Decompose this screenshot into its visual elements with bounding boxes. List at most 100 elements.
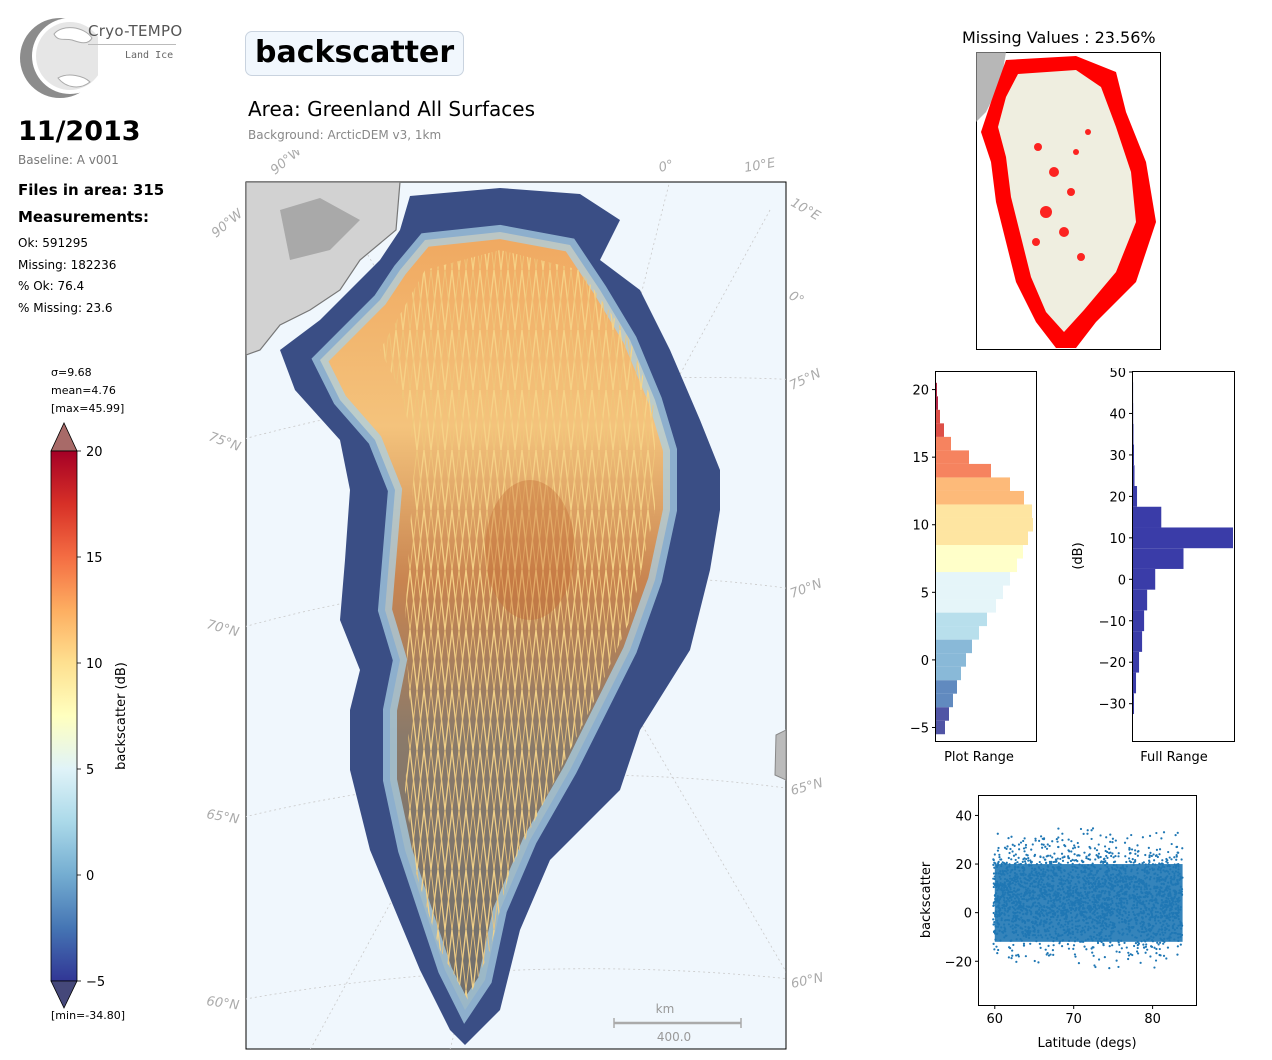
scatter-point xyxy=(1017,843,1021,846)
measurements-title: Measurements: xyxy=(18,208,149,226)
hist2-bar xyxy=(1133,693,1135,715)
scatter-ticks: 60 70 80 −20 0 20 40 xyxy=(945,809,1161,1027)
scatter-point xyxy=(1057,862,1060,865)
scatter-point xyxy=(1083,851,1086,854)
hist1-bar xyxy=(936,504,1032,518)
scale-bar: km 400.0 xyxy=(613,1002,742,1044)
scatter-xtick-label: 60 xyxy=(987,1012,1004,1027)
scatter-ytick-label: 40 xyxy=(955,809,972,824)
scatter-point xyxy=(1102,944,1105,947)
scatter-point xyxy=(1053,852,1056,855)
scatter-point xyxy=(1141,836,1144,839)
scatter-point xyxy=(1161,859,1164,862)
scatter-point xyxy=(1155,831,1158,835)
scatter-point xyxy=(1094,965,1097,969)
colorbar-extend-bottom xyxy=(50,980,78,1009)
colorbar-tick-label: 5 xyxy=(86,763,94,778)
scatter-point xyxy=(1012,943,1015,947)
scatter-dense-band xyxy=(994,864,1183,942)
hist2-bar xyxy=(1133,568,1156,590)
scatter-point xyxy=(1109,833,1112,836)
scatter-point xyxy=(1106,856,1109,860)
parameter-title: backscatter xyxy=(245,31,465,76)
lon-label-0-right: 0° xyxy=(786,288,806,308)
hist2-bar xyxy=(1133,610,1145,632)
date-title: 11/2013 xyxy=(18,116,141,147)
hist1-bar xyxy=(936,612,987,627)
scatter-point xyxy=(1038,839,1041,843)
scatter-point xyxy=(1111,837,1115,840)
scatter-point xyxy=(1144,945,1148,948)
scatter-point xyxy=(1077,962,1081,965)
scatter-point xyxy=(997,948,1000,952)
central-high-backscatter xyxy=(485,480,575,620)
scatter-point xyxy=(1175,853,1178,857)
scatter-point xyxy=(1117,941,1120,944)
hist2-bar xyxy=(1133,486,1138,507)
hist2-bar xyxy=(1133,527,1233,549)
scatter-point xyxy=(1091,951,1094,954)
scatter-point xyxy=(1148,854,1151,857)
scatter-point xyxy=(1112,856,1115,859)
scatter-point xyxy=(1086,832,1089,835)
lat-label-left-70: 70°N xyxy=(205,617,241,640)
hist1-bars xyxy=(936,382,1033,735)
scatter-point xyxy=(1061,859,1065,862)
scatter-point xyxy=(1130,833,1133,837)
scatter-point xyxy=(1044,948,1047,951)
scatter-point xyxy=(1068,850,1071,853)
scatter-point xyxy=(1104,849,1107,853)
scatter-point xyxy=(1168,856,1171,859)
scatter-point xyxy=(1070,850,1073,853)
colorbar-tick-label: 20 xyxy=(86,445,103,460)
lon-label-10e-right: 10°E xyxy=(788,195,823,224)
scatter-point xyxy=(1156,855,1159,859)
scatter-point xyxy=(1045,847,1049,850)
hist2-tick-label: 40 xyxy=(1109,407,1126,422)
scatter-point xyxy=(1056,857,1059,860)
scatter-point xyxy=(1066,861,1070,864)
hist2-tick-label: 50 xyxy=(1109,368,1126,381)
scatter-point xyxy=(1042,843,1045,846)
lon-label-90w-top: 90°W xyxy=(268,150,306,178)
scatter-point xyxy=(1136,946,1139,950)
scatter-point xyxy=(1064,845,1067,848)
colorbar-label: backscatter (dB) xyxy=(114,662,129,770)
scatter-point xyxy=(1115,846,1118,849)
scatter-point xyxy=(1052,860,1055,864)
scatter-xtick-label: 80 xyxy=(1144,1012,1161,1027)
scatter-point xyxy=(1141,862,1144,865)
scatter-point xyxy=(1017,856,1020,859)
scatter-point xyxy=(1024,955,1027,958)
scatter-point xyxy=(1125,860,1128,864)
area-title: Area: Greenland All Surfaces xyxy=(248,97,535,121)
canada-relief xyxy=(280,198,360,260)
scatter-point xyxy=(1096,941,1100,945)
scatter-point xyxy=(1010,858,1013,861)
scatter-point xyxy=(1051,856,1054,859)
scatter-point xyxy=(1090,947,1093,950)
lon-label-90w-left: 90°W xyxy=(209,206,247,241)
scatter-point xyxy=(1103,956,1106,959)
scatter-point xyxy=(1128,846,1131,850)
scatter-point xyxy=(1128,852,1132,855)
scatter-point xyxy=(1007,856,1010,860)
scatter-point xyxy=(1134,941,1138,945)
scatter-point xyxy=(1005,861,1008,864)
scatter-point xyxy=(1060,852,1064,855)
scatter-point xyxy=(1011,949,1014,952)
scatter-point xyxy=(1176,953,1179,956)
scatter-point xyxy=(1042,838,1046,841)
scatter-ytick-label: 20 xyxy=(955,858,972,873)
hist2-tick-label: −10 xyxy=(1099,615,1126,630)
scatter-point xyxy=(1023,850,1026,853)
scatter-point xyxy=(1153,946,1156,949)
scatter-point xyxy=(1097,852,1101,855)
hist2-bars xyxy=(1133,382,1233,715)
scatter-point xyxy=(1059,857,1062,861)
scatter-point xyxy=(1071,847,1075,850)
scatter-point xyxy=(1123,841,1127,844)
scatter-point xyxy=(1089,847,1092,850)
scatter-point xyxy=(1092,954,1095,957)
colorbar-sigma: σ=9.68 xyxy=(51,366,92,379)
